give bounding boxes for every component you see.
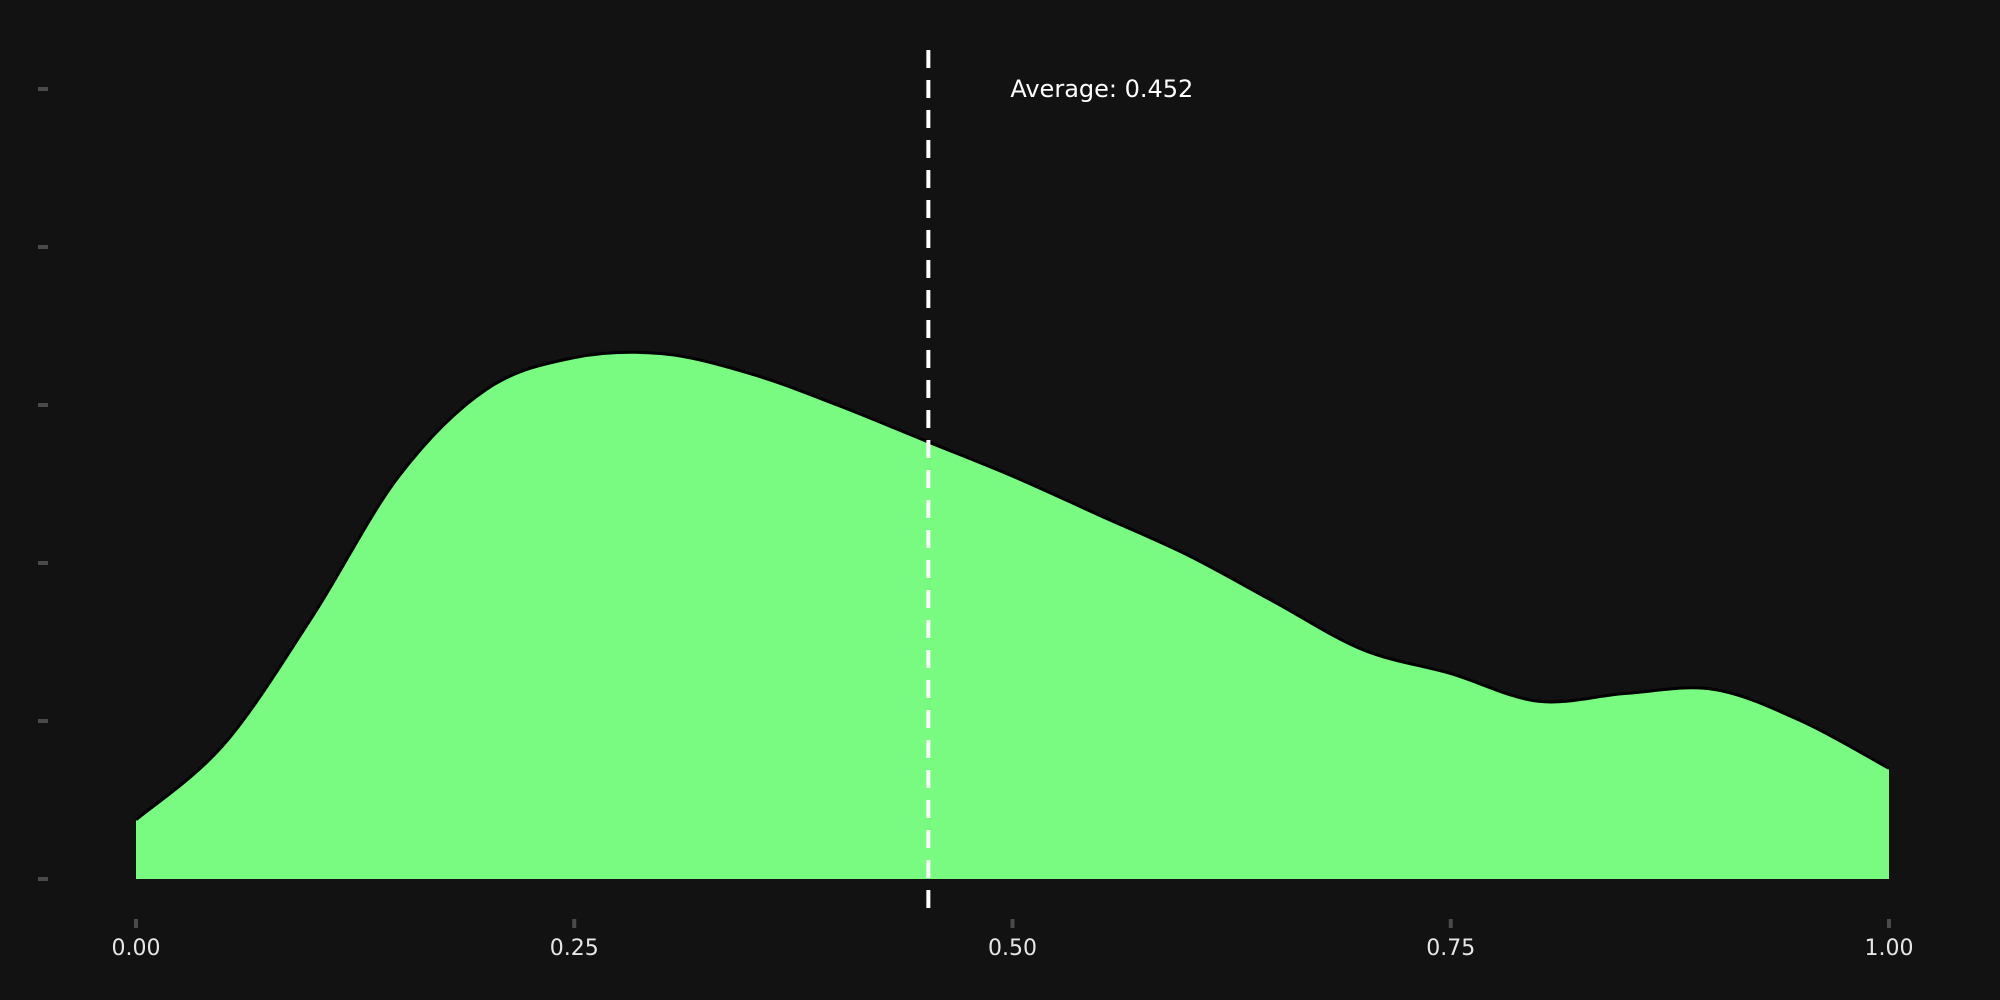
x-tick-label-2: 0.50	[988, 936, 1037, 961]
y-axis-ticks	[38, 87, 48, 881]
plot-area	[135, 350, 1890, 879]
x-axis-ticks: 0.00 0.25 0.50 0.75 1.00	[112, 919, 1914, 961]
x-tick-label-1: 0.25	[550, 936, 599, 961]
x-tick-label-3: 0.75	[1426, 936, 1475, 961]
density-outline-0	[135, 350, 1890, 821]
average-label: Average: 0.452	[1010, 75, 1193, 103]
x-tick-label-0: 0.00	[112, 936, 161, 961]
x-tick-label-4: 1.00	[1865, 936, 1914, 961]
density-area-0	[136, 352, 1889, 879]
annotation-layer: Average: 0.452	[926, 50, 1193, 919]
